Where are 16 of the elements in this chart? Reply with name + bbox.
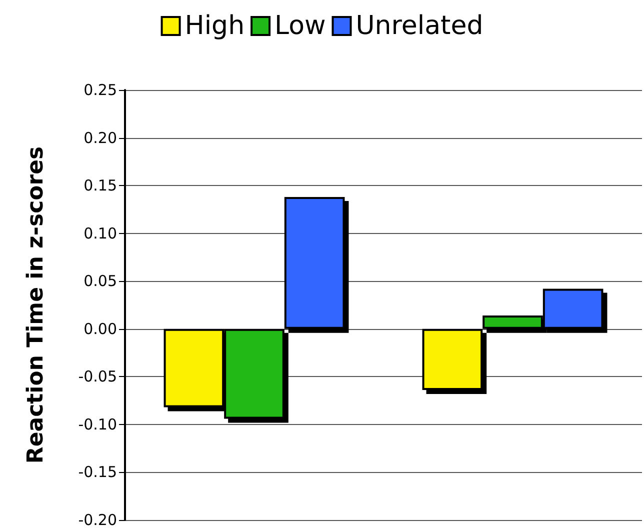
legend-label: High (184, 11, 245, 41)
y-tick-label: 0.15 (84, 176, 117, 195)
bar (422, 328, 483, 390)
y-axis-title: Reaction Time in z-scores (24, 146, 48, 464)
y-tick-label: -0.10 (78, 415, 117, 434)
y-tick-label: 0.10 (84, 224, 117, 242)
legend-label: Unrelated (356, 11, 484, 41)
y-tick-label: -0.05 (78, 368, 117, 386)
legend-label: Low (274, 11, 326, 41)
y-tick-label: 0.05 (84, 272, 117, 290)
y-tick-label: 0.00 (84, 320, 117, 338)
y-tick-label: -0.15 (78, 463, 117, 482)
y-tick-label: 0.20 (84, 128, 117, 147)
bar (284, 197, 345, 329)
y-tick-label: -0.20 (78, 511, 117, 529)
y-tick-label: 0.25 (84, 81, 117, 99)
